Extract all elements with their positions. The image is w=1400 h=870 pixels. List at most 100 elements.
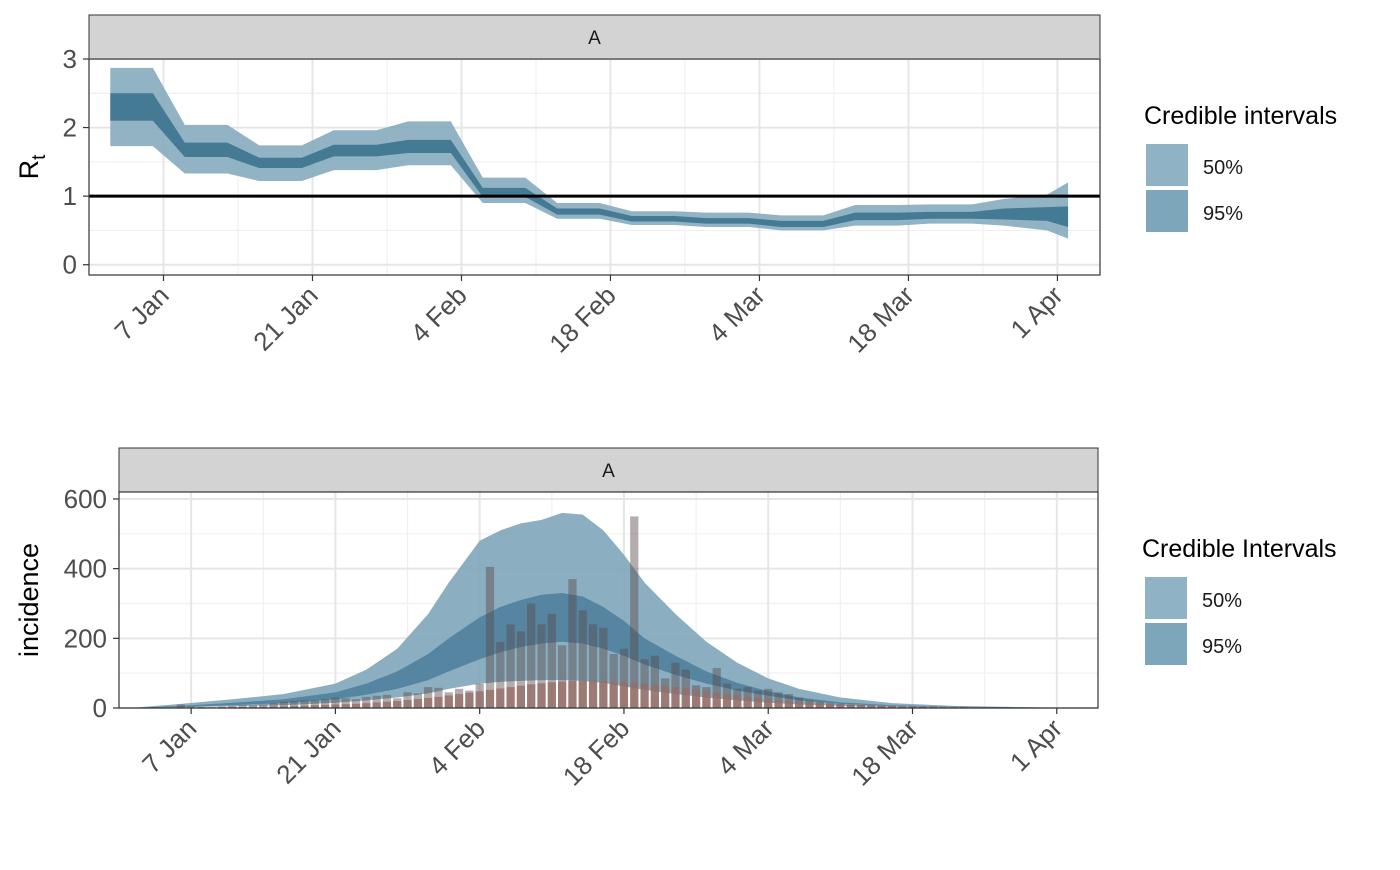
incidence-x-tick-label: 4 Mar xyxy=(711,713,779,781)
incidence-observed-bar xyxy=(311,700,319,708)
incidence-x-tick-label: 21 Jan xyxy=(270,713,346,789)
incidence-legend-title: Credible Intervals xyxy=(1142,535,1337,563)
rt-y-axis-title-main: R xyxy=(14,160,44,180)
incidence-observed-bar xyxy=(393,698,401,708)
incidence-x-axis: 7 Jan 21 Jan 4 Feb 18 Feb 4 Mar 18 Mar 1 Apr xyxy=(136,708,1068,791)
rt-x-tick-label: 18 Feb xyxy=(543,280,621,358)
rt-legend-title: Credible intervals xyxy=(1144,102,1337,130)
rt-x-tick-label: 18 Mar xyxy=(841,280,920,359)
incidence-observed-bar xyxy=(744,687,752,708)
incidence-observed-bar xyxy=(826,703,834,708)
incidence-observed-bar xyxy=(620,649,628,708)
rt-y-axis-title-subscript: t xyxy=(29,154,50,160)
incidence-observed-bar xyxy=(713,668,721,708)
incidence-x-tick-label: 18 Mar xyxy=(845,713,924,792)
rt-legend: Credible intervals 50% 95% xyxy=(1144,102,1337,232)
incidence-x-tick-label: 18 Feb xyxy=(557,713,635,791)
incidence-observed-bar xyxy=(455,689,463,708)
incidence-observed-bar xyxy=(331,698,339,708)
rt-y-axis-title: Rt xyxy=(14,154,50,180)
rt-x-axis: 7 Jan 21 Jan 4 Feb 18 Feb 4 Mar 18 Mar 1 Apr xyxy=(109,275,1069,358)
rt-legend-label-95: 95% xyxy=(1203,203,1243,225)
incidence-observed-bar xyxy=(682,670,690,708)
incidence-observed-bar xyxy=(321,699,329,708)
incidence-observed-bar xyxy=(795,698,803,708)
incidence-y-tick-label: 600 xyxy=(64,484,107,514)
rt-y-tick-label: 2 xyxy=(63,113,77,143)
incidence-observed-bar xyxy=(280,702,288,708)
incidence-observed-bar xyxy=(424,687,432,708)
incidence-observed-bar xyxy=(445,692,453,708)
incidence-observed-bar xyxy=(579,610,587,708)
incidence-observed-bar xyxy=(589,624,597,708)
rt-y-tick-label: 3 xyxy=(63,44,77,74)
incidence-y-tick-label: 400 xyxy=(64,554,107,584)
incidence-observed-bar xyxy=(403,692,411,708)
rt-legend-label-50: 50% xyxy=(1203,157,1243,179)
incidence-observed-bar xyxy=(671,663,679,708)
incidence-facet-label: A xyxy=(602,461,615,482)
incidence-observed-bar xyxy=(465,691,473,708)
incidence-observed-bar xyxy=(290,701,298,708)
incidence-observed-bar xyxy=(506,624,514,708)
incidence-x-tick-label: 7 Jan xyxy=(136,713,202,779)
incidence-observed-bar xyxy=(836,704,844,708)
rt-x-tick-label: 1 Apr xyxy=(1005,280,1069,344)
incidence-observed-bar xyxy=(692,685,700,708)
incidence-observed-bar xyxy=(568,579,576,708)
incidence-observed-bar xyxy=(434,688,442,708)
incidence-legend-key-95 xyxy=(1145,623,1187,665)
incidence-observed-bar xyxy=(352,699,360,708)
rt-x-tick-label: 4 Mar xyxy=(702,280,770,348)
incidence-observed-bar xyxy=(610,654,618,708)
incidence-panel: A 0 200 400 600 7 Jan 21 Jan 4 Feb 18 Feb 4 Mar… xyxy=(14,448,1098,791)
incidence-legend: Credible Intervals 50% 95% xyxy=(1142,535,1337,665)
incidence-observed-bar xyxy=(774,692,782,708)
rt-y-tick-label: 0 xyxy=(63,250,77,280)
incidence-x-tick-label: 1 Apr xyxy=(1004,713,1068,777)
incidence-observed-bar xyxy=(599,628,607,708)
incidence-observed-bar xyxy=(383,695,391,708)
incidence-observed-bar xyxy=(630,516,638,708)
incidence-observed-bar xyxy=(702,687,710,708)
rt-facet-label: A xyxy=(588,28,601,49)
incidence-observed-bar xyxy=(300,700,308,708)
incidence-observed-bar xyxy=(723,684,731,708)
incidence-observed-bar xyxy=(816,702,824,708)
incidence-observed-bar xyxy=(527,603,535,708)
incidence-observed-bar xyxy=(486,567,494,708)
rt-legend-key-50 xyxy=(1146,144,1188,186)
incidence-observed-bar xyxy=(476,684,484,708)
incidence-observed-bar xyxy=(414,693,422,708)
incidence-observed-bar xyxy=(651,656,659,708)
rt-x-tick-label: 21 Jan xyxy=(247,280,323,356)
incidence-observed-bar xyxy=(362,697,370,708)
incidence-observed-bar xyxy=(640,659,648,708)
incidence-y-axis-title: incidence xyxy=(14,543,44,657)
incidence-observed-bar xyxy=(785,694,793,708)
incidence-observed-bar xyxy=(537,624,545,708)
incidence-observed-bar xyxy=(373,696,381,708)
incidence-observed-bar xyxy=(764,689,772,708)
incidence-observed-bar xyxy=(342,698,350,708)
incidence-x-tick-label: 4 Feb xyxy=(423,713,491,781)
incidence-legend-key-50 xyxy=(1145,577,1187,619)
incidence-observed-bar xyxy=(517,631,525,708)
rt-x-tick-label: 7 Jan xyxy=(109,280,175,346)
incidence-y-tick-label: 200 xyxy=(64,623,107,653)
incidence-observed-bar xyxy=(754,691,762,708)
rt-x-tick-label: 4 Feb xyxy=(404,280,472,348)
incidence-y-axis: 0 200 400 600 xyxy=(64,484,119,723)
incidence-y-tick-label: 0 xyxy=(93,693,107,723)
incidence-observed-bar xyxy=(661,678,669,708)
incidence-observed-bar xyxy=(558,645,566,708)
incidence-legend-label-50: 50% xyxy=(1202,590,1242,612)
incidence-observed-bar xyxy=(496,642,504,708)
incidence-observed-bar xyxy=(269,703,277,708)
incidence-observed-bar xyxy=(733,689,741,708)
incidence-observed-bar xyxy=(805,700,813,708)
